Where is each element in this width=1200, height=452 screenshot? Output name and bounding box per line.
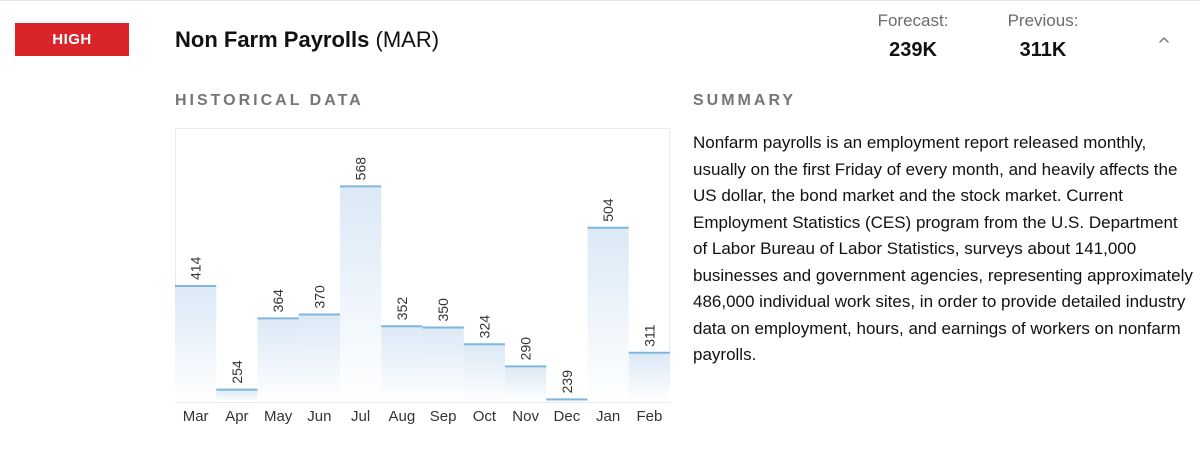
previous-stat: Previous: 311K bbox=[1000, 11, 1086, 62]
event-name: Non Farm Payrolls bbox=[175, 27, 370, 52]
data-label-feb: 311 bbox=[641, 324, 657, 347]
tick-label-may: May bbox=[264, 408, 293, 425]
tick-label-jan: Jan bbox=[596, 408, 620, 425]
previous-label: Previous: bbox=[1007, 11, 1079, 30]
chevron-up-icon bbox=[1159, 37, 1169, 43]
bar-may bbox=[257, 318, 299, 402]
data-label-mar: 414 bbox=[188, 256, 204, 280]
data-label-jul: 568 bbox=[353, 157, 369, 181]
previous-value: 311K bbox=[1019, 39, 1067, 61]
event-period: (MAR) bbox=[375, 27, 440, 52]
data-label-apr: 254 bbox=[229, 360, 245, 384]
tick-label-sep: Sep bbox=[430, 408, 457, 425]
data-label-sep: 350 bbox=[435, 298, 451, 322]
summary-heading: SUMMARY bbox=[693, 92, 797, 109]
tick-label-feb: Feb bbox=[636, 408, 662, 425]
impact-badge: HIGH bbox=[15, 23, 129, 56]
tick-label-nov: Nov bbox=[512, 408, 539, 425]
data-label-oct: 324 bbox=[476, 315, 492, 339]
tick-label-dec: Dec bbox=[554, 408, 581, 425]
data-label-nov: 290 bbox=[518, 337, 534, 361]
bar-nov bbox=[505, 366, 547, 402]
historical-data-heading: HISTORICAL DATA bbox=[175, 92, 364, 109]
data-label-jan: 504 bbox=[600, 198, 616, 222]
data-label-may: 364 bbox=[270, 289, 286, 313]
historical-bar-chart: 414 Mar 254 Apr 364 May 370 Jun 568 Jul 352 Aug 350 S… bbox=[175, 128, 670, 428]
data-label-jun: 370 bbox=[311, 285, 327, 309]
plot-frame bbox=[175, 128, 670, 403]
summary-text: Nonfarm payrolls is an employment report… bbox=[693, 133, 1193, 364]
bar-sep bbox=[422, 327, 464, 402]
tick-label-mar: Mar bbox=[183, 408, 209, 425]
bar-feb bbox=[628, 352, 670, 402]
collapse-toggle-button[interactable] bbox=[1154, 30, 1174, 50]
tick-label-oct: Oct bbox=[473, 408, 497, 425]
forecast-label: Forecast: bbox=[877, 11, 949, 30]
bar-apr bbox=[216, 389, 258, 402]
tick-label-aug: Aug bbox=[389, 408, 416, 425]
bar-jun bbox=[298, 314, 340, 402]
top-divider bbox=[0, 0, 1200, 1]
data-label-aug: 352 bbox=[394, 297, 410, 321]
bar-aug bbox=[381, 326, 423, 402]
bar-jan bbox=[587, 227, 629, 402]
bar-dec bbox=[546, 399, 588, 402]
bar-mar bbox=[175, 286, 217, 402]
bar-oct bbox=[463, 344, 505, 402]
tick-label-jun: Jun bbox=[307, 408, 331, 425]
bar-jul bbox=[340, 186, 382, 402]
forecast-stat: Forecast: 239K bbox=[868, 11, 958, 62]
data-label-dec: 239 bbox=[559, 370, 575, 394]
bar-chart-svg: 414 Mar 254 Apr 364 May 370 Jun 568 Jul 352 Aug 350 S… bbox=[175, 128, 670, 425]
tick-label-jul: Jul bbox=[351, 408, 370, 425]
forecast-value: 239K bbox=[889, 39, 937, 61]
tick-label-apr: Apr bbox=[225, 408, 248, 425]
event-title: Non Farm Payrolls (MAR) bbox=[175, 27, 439, 53]
